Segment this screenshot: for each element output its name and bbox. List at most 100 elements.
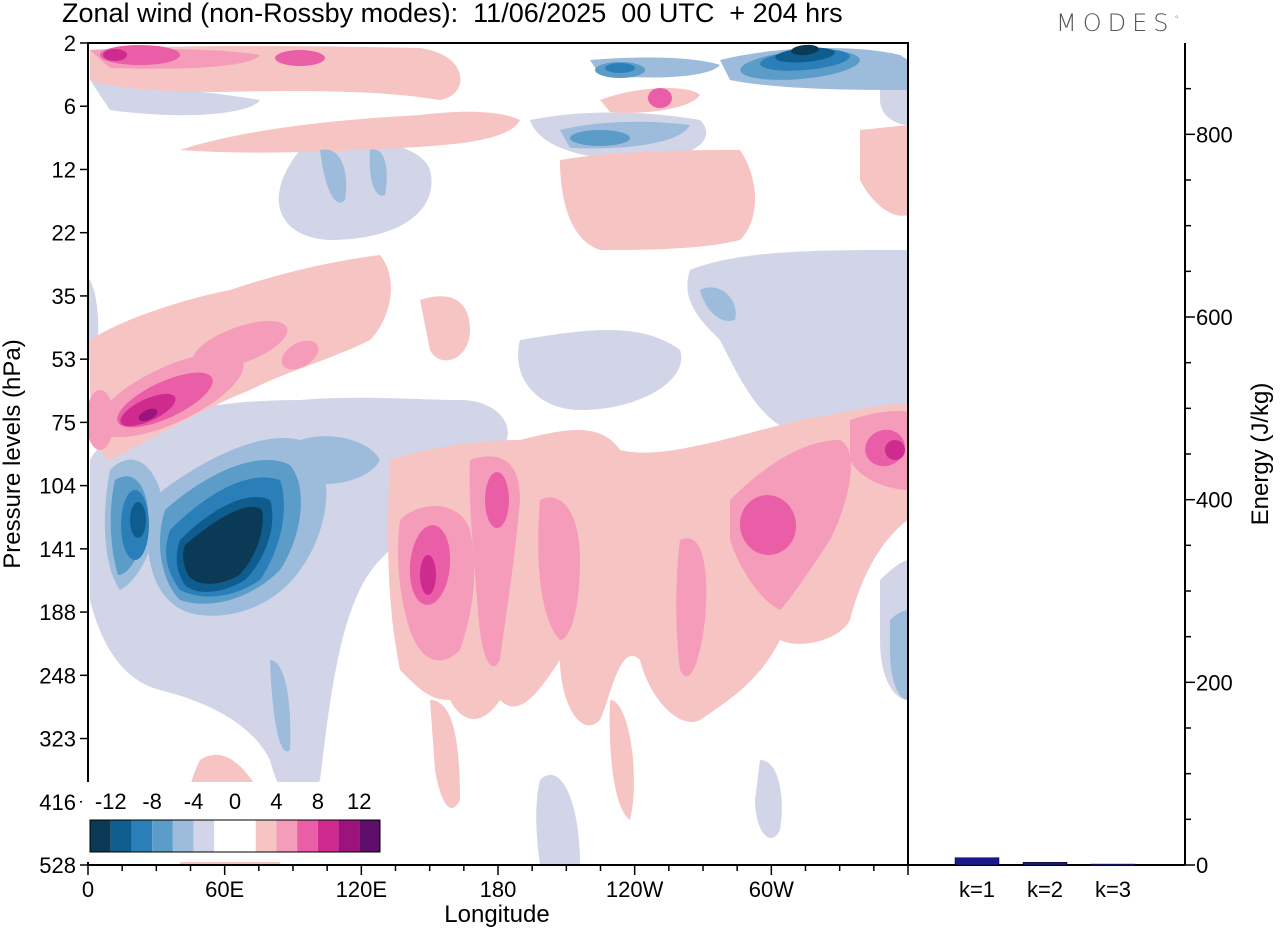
colorbar-cell [172, 820, 194, 852]
neg-contour [605, 63, 635, 73]
pos-contour [88, 390, 114, 450]
y-tick-label: 2 [64, 31, 76, 56]
neg-contour [700, 287, 736, 321]
y-axis-title: Pressure levels (hPa) [0, 339, 26, 568]
pos-contour [860, 125, 908, 216]
colorbar-cell [235, 820, 256, 852]
neg-contour [278, 139, 432, 240]
neg-contour [300, 436, 380, 484]
colorbar-cells [89, 819, 381, 853]
colorbar-label: 8 [312, 789, 324, 814]
colorbar-cell [359, 820, 380, 852]
pos-contour [420, 296, 470, 361]
y-tick-label: 35 [52, 284, 76, 309]
neg-contour [687, 250, 908, 440]
colorbar-cell [214, 820, 235, 852]
colorbar-label: 0 [229, 789, 241, 814]
y-tick-label: 6 [64, 94, 76, 119]
pos-contour [485, 472, 509, 528]
y-tick-label: 53 [52, 347, 76, 372]
y-tick-label: 104 [39, 474, 76, 499]
bar-y-tick-label: 600 [1196, 305, 1233, 330]
energy-bars [954, 857, 1136, 866]
colorbar-cell [90, 820, 111, 852]
bar-y-tick-label: 0 [1196, 853, 1208, 878]
x-tick-label: 60W [749, 877, 794, 902]
bar-y-tick-label: 400 [1196, 488, 1233, 513]
colorbar-labels: -12 -8 -4 0 4 8 12 [95, 789, 372, 814]
x-tick-label: 60E [205, 877, 244, 902]
y-axis: 2 6 12 22 35 53 75 104 141 188 248 323 416 528 [39, 31, 88, 878]
colorbar-cell [152, 820, 173, 852]
y-tick-label: 528 [39, 853, 76, 878]
bar-y-axis-title: Energy (J/kg) [1247, 383, 1274, 526]
x-axis: 0 60E 120E 180 120W 60W [82, 865, 909, 902]
bar-y-tick-label: 200 [1196, 670, 1233, 695]
y-tick-label: 22 [52, 221, 76, 246]
neg-contour [130, 502, 146, 538]
y-tick-label: 248 [39, 663, 76, 688]
colorbar-label: -4 [184, 789, 204, 814]
pos-contour [180, 111, 520, 153]
neg-contour [880, 80, 908, 125]
colorbar-label: 4 [270, 789, 282, 814]
x-tick-label: 120W [606, 877, 664, 902]
heatmap-plot: 0 60E 120E 180 120W 60W 2 6 12 22 35 53 75 104 141 188… [0, 31, 909, 928]
neg-contour [183, 506, 263, 584]
bar-x-axis: k=1 k=2 k=3 [959, 877, 1131, 902]
bar-y-axis: 0 200 400 600 800 [1185, 87, 1233, 878]
x-tick-label: 180 [480, 877, 517, 902]
pos-contour [739, 495, 797, 555]
pos-contour [138, 408, 158, 422]
pos-contour [538, 497, 580, 640]
neg-contour [536, 774, 580, 865]
pos-contour [103, 49, 127, 61]
colorbar-label: -12 [95, 789, 127, 814]
pos-contour [648, 88, 672, 108]
pos-contour [275, 50, 325, 66]
colorbar-legend: -12 -8 -4 0 4 8 12 [82, 782, 388, 862]
pos-contour [560, 150, 755, 250]
colorbar-cell [297, 820, 318, 852]
neg-contour [320, 149, 347, 203]
chart-title: Zonal wind (non-Rossby modes): 11/06/202… [62, 0, 843, 28]
modes-logo: MODES° [1056, 9, 1185, 37]
pos-contour [885, 440, 905, 460]
bar-y-tick-label: 800 [1196, 122, 1233, 147]
energy-bar-panel: k=1 k=2 k=3 0 200 400 600 800 Energy (J/kg) [908, 43, 1274, 902]
colorbar-cell [255, 820, 277, 852]
pos-contour [420, 555, 436, 595]
colorbar-cell [131, 820, 153, 852]
bar-x-tick-label: k=2 [1027, 877, 1063, 902]
neg-contour [518, 330, 682, 410]
energy-bar [1022, 862, 1068, 866]
energy-bar [954, 857, 1000, 866]
pos-contour [676, 538, 707, 677]
neg-contour [369, 149, 387, 196]
energy-bar [1090, 863, 1136, 866]
y-tick-label: 188 [39, 600, 76, 625]
colorbar-cell [317, 820, 339, 852]
x-axis-title: Longitude [444, 901, 549, 928]
bar-x-tick-label: k=1 [959, 877, 995, 902]
colorbar-cell [193, 820, 215, 852]
neg-contour [90, 80, 260, 116]
y-tick-label: 416 [39, 790, 76, 815]
neg-contour [791, 44, 819, 56]
colorbar-label: 12 [347, 789, 371, 814]
bar-x-tick-label: k=3 [1095, 877, 1131, 902]
y-tick-label: 75 [52, 410, 76, 435]
y-tick-label: 141 [39, 537, 76, 562]
pos-contour [430, 700, 460, 809]
y-tick-label: 323 [39, 727, 76, 752]
colorbar-cell [276, 820, 298, 852]
colorbar-cell [338, 820, 360, 852]
neg-contour [890, 610, 908, 700]
contour-field [88, 44, 908, 865]
pos-contour [609, 700, 634, 820]
pos-contour [281, 340, 319, 370]
x-tick-label: 120E [336, 877, 387, 902]
y-tick-label: 12 [52, 157, 76, 182]
neg-contour [270, 660, 291, 752]
